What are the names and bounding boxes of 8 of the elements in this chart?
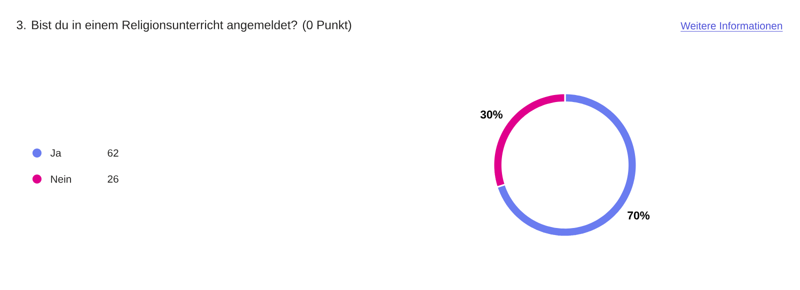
data-label: 70% <box>628 211 650 220</box>
data-label: 30% <box>480 110 503 119</box>
legend-label: Nein <box>51 175 71 183</box>
legend-label: Ja <box>50 149 62 157</box>
chart-title: 3. Bist du in einem Religionsunterricht angemeldet? (0 Punkt) <box>16 20 352 32</box>
text: Weitere Informationen <box>680 22 782 30</box>
text: 26 <box>108 175 118 183</box>
text: 62 <box>108 149 118 157</box>
